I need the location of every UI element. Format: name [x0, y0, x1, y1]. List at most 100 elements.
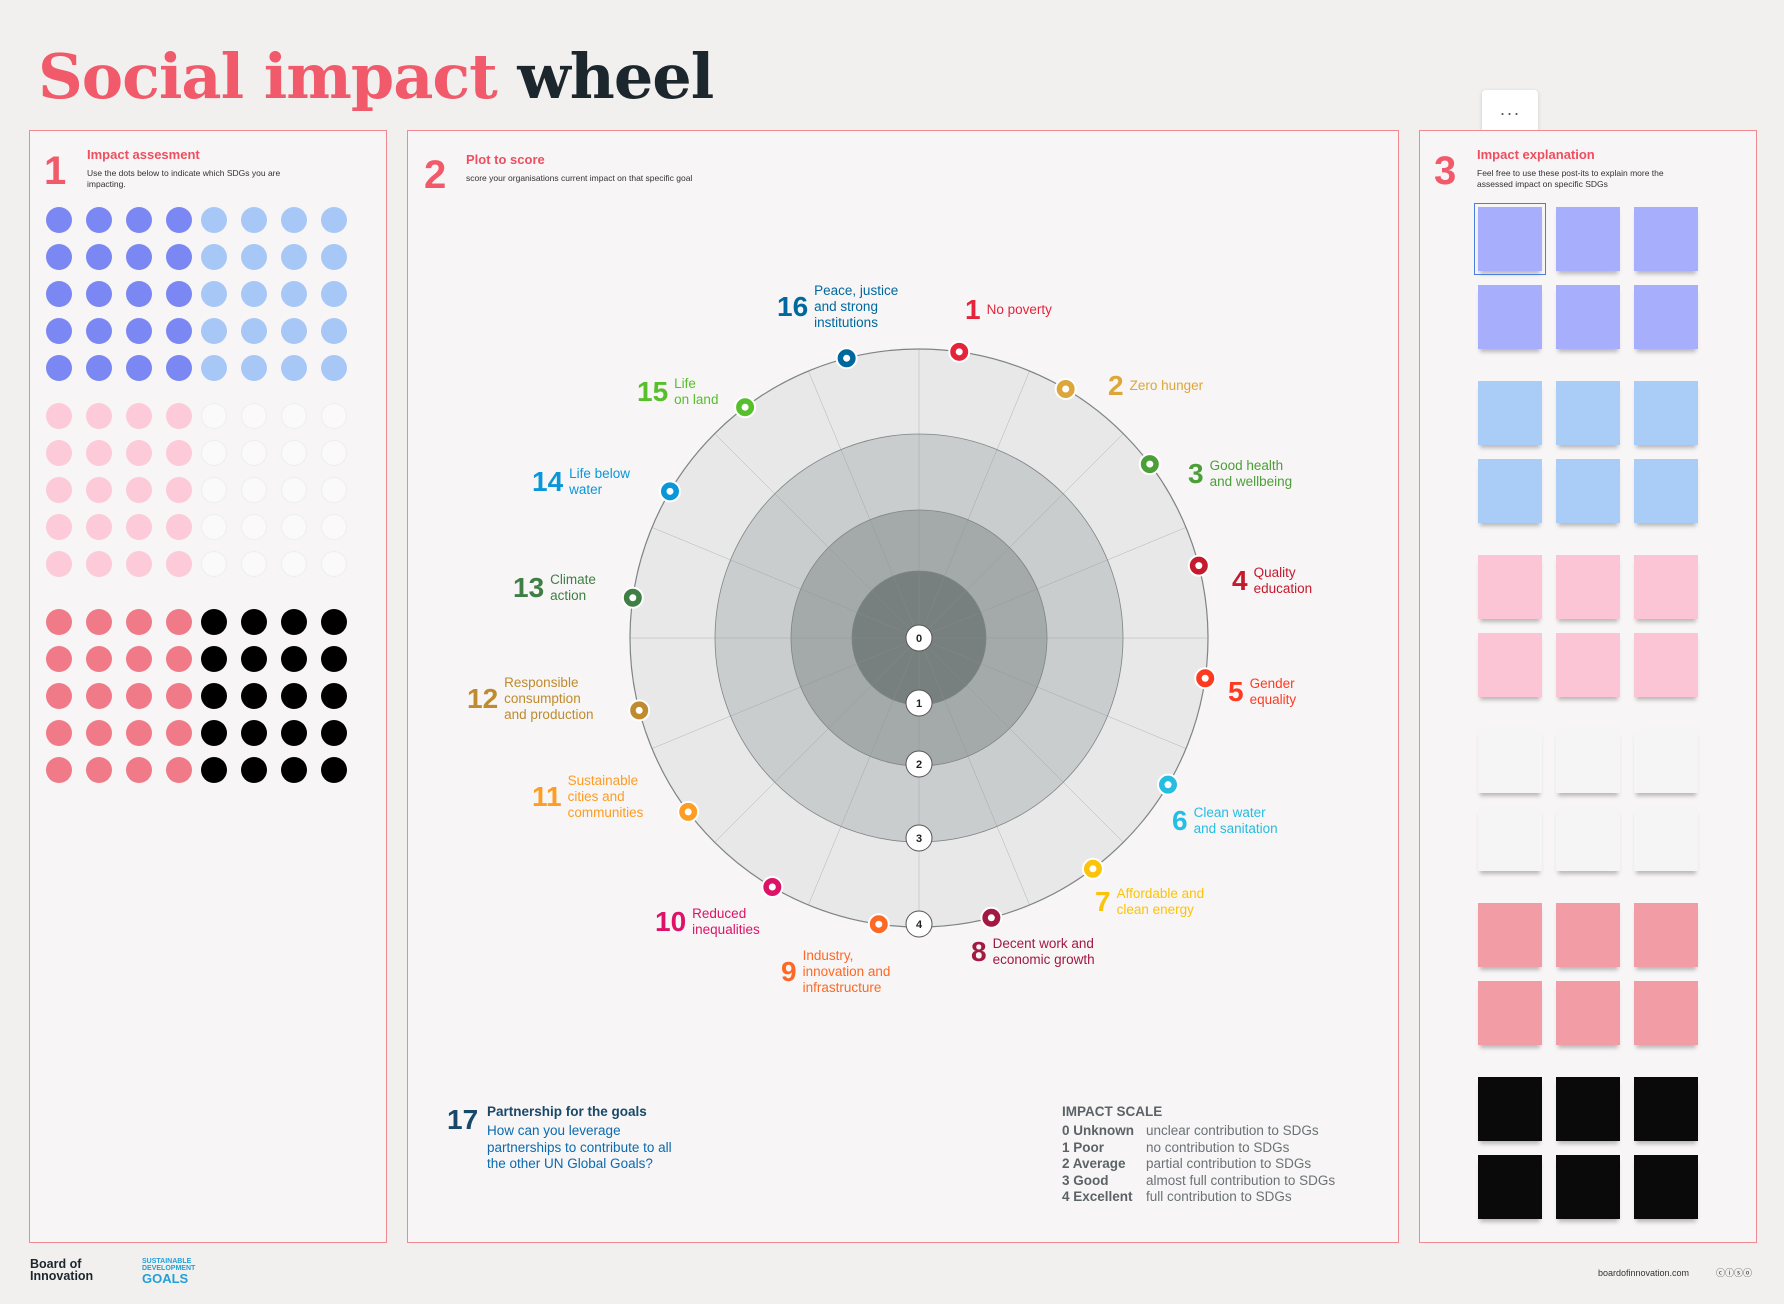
sticky-note[interactable] [1556, 807, 1620, 871]
impact-dot[interactable] [46, 403, 72, 429]
impact-dot[interactable] [46, 355, 72, 381]
impact-dot[interactable] [86, 244, 112, 270]
impact-dot[interactable] [281, 609, 307, 635]
sticky-note[interactable] [1634, 555, 1698, 619]
impact-dot[interactable] [86, 477, 112, 503]
impact-dot[interactable] [241, 207, 267, 233]
impact-dot[interactable] [46, 757, 72, 783]
impact-dot[interactable] [201, 244, 227, 270]
impact-dot[interactable] [201, 477, 227, 503]
impact-dot[interactable] [201, 646, 227, 672]
impact-dot[interactable] [166, 646, 192, 672]
impact-dot[interactable] [166, 720, 192, 746]
sticky-note[interactable] [1634, 207, 1698, 271]
impact-dot[interactable] [241, 757, 267, 783]
impact-dot[interactable] [126, 477, 152, 503]
impact-dot[interactable] [321, 514, 347, 540]
sticky-note[interactable] [1556, 633, 1620, 697]
sticky-note[interactable] [1556, 729, 1620, 793]
impact-dot[interactable] [201, 551, 227, 577]
impact-dot[interactable] [241, 477, 267, 503]
impact-dot[interactable] [281, 355, 307, 381]
impact-dot[interactable] [86, 646, 112, 672]
impact-dot[interactable] [281, 757, 307, 783]
impact-dot[interactable] [321, 355, 347, 381]
impact-dot[interactable] [321, 318, 347, 344]
sticky-note[interactable] [1556, 1077, 1620, 1141]
sticky-note[interactable] [1478, 459, 1542, 523]
impact-dot[interactable] [201, 440, 227, 466]
impact-dot[interactable] [86, 514, 112, 540]
impact-dot[interactable] [126, 318, 152, 344]
impact-dot[interactable] [86, 683, 112, 709]
impact-dot[interactable] [321, 281, 347, 307]
impact-dot[interactable] [281, 244, 307, 270]
impact-dot[interactable] [126, 720, 152, 746]
impact-dot[interactable] [241, 403, 267, 429]
sticky-note[interactable] [1556, 903, 1620, 967]
impact-dot[interactable] [201, 514, 227, 540]
impact-dot[interactable] [46, 514, 72, 540]
impact-dot[interactable] [166, 207, 192, 233]
impact-dot[interactable] [241, 440, 267, 466]
website-link[interactable]: boardofinnovation.com [1598, 1268, 1690, 1278]
impact-dot[interactable] [126, 646, 152, 672]
impact-dot[interactable] [126, 757, 152, 783]
impact-dot[interactable] [166, 477, 192, 503]
sticky-note[interactable] [1478, 633, 1542, 697]
impact-dot[interactable] [46, 683, 72, 709]
impact-dot[interactable] [46, 440, 72, 466]
impact-dot[interactable] [86, 609, 112, 635]
sticky-note[interactable] [1556, 207, 1620, 271]
impact-dot[interactable] [281, 477, 307, 503]
sticky-note[interactable] [1634, 1077, 1698, 1141]
impact-dot[interactable] [281, 403, 307, 429]
impact-dot[interactable] [241, 646, 267, 672]
sticky-note[interactable] [1478, 285, 1542, 349]
impact-dot[interactable] [281, 514, 307, 540]
impact-dot[interactable] [321, 403, 347, 429]
impact-dot[interactable] [166, 318, 192, 344]
impact-dot[interactable] [46, 477, 72, 503]
impact-dot[interactable] [321, 609, 347, 635]
sticky-note[interactable] [1478, 1155, 1542, 1219]
impact-dot[interactable] [201, 403, 227, 429]
impact-dot[interactable] [201, 720, 227, 746]
impact-dot[interactable] [281, 440, 307, 466]
impact-dot[interactable] [321, 757, 347, 783]
impact-dot[interactable] [321, 646, 347, 672]
sticky-note[interactable] [1556, 981, 1620, 1045]
impact-dot[interactable] [321, 440, 347, 466]
sticky-note[interactable] [1478, 1077, 1542, 1141]
impact-dot[interactable] [86, 720, 112, 746]
sticky-note[interactable] [1556, 555, 1620, 619]
sticky-note[interactable] [1634, 459, 1698, 523]
impact-dot[interactable] [321, 244, 347, 270]
impact-dot[interactable] [281, 646, 307, 672]
impact-dot[interactable] [126, 683, 152, 709]
impact-dot[interactable] [166, 683, 192, 709]
more-options-button[interactable]: ··· [1482, 90, 1538, 136]
impact-dot[interactable] [126, 440, 152, 466]
sticky-note[interactable] [1556, 285, 1620, 349]
impact-dot[interactable] [201, 757, 227, 783]
impact-dot[interactable] [86, 403, 112, 429]
impact-dot[interactable] [321, 551, 347, 577]
impact-dot[interactable] [46, 281, 72, 307]
impact-dot[interactable] [126, 355, 152, 381]
impact-dot[interactable] [86, 551, 112, 577]
sticky-note[interactable] [1556, 381, 1620, 445]
sticky-note[interactable] [1478, 729, 1542, 793]
sticky-note[interactable] [1634, 807, 1698, 871]
impact-dot[interactable] [321, 477, 347, 503]
impact-dot[interactable] [46, 720, 72, 746]
impact-dot[interactable] [241, 318, 267, 344]
impact-dot[interactable] [201, 318, 227, 344]
sticky-note[interactable] [1634, 381, 1698, 445]
impact-dot[interactable] [241, 720, 267, 746]
sticky-note[interactable] [1634, 1155, 1698, 1219]
impact-dot[interactable] [86, 440, 112, 466]
impact-dot[interactable] [321, 683, 347, 709]
impact-dot[interactable] [281, 207, 307, 233]
sticky-note[interactable] [1478, 903, 1542, 967]
